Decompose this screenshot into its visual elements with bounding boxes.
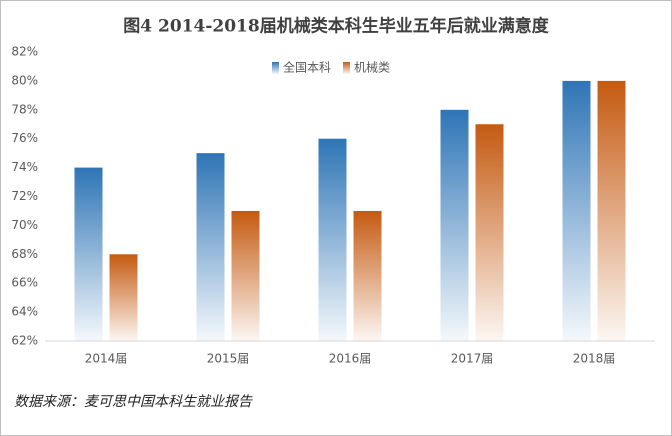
y-tick-label: 78% xyxy=(11,102,38,116)
legend-label: 全国本科 xyxy=(283,60,331,75)
y-tick-label: 72% xyxy=(11,189,38,203)
bar xyxy=(353,210,382,341)
x-tick-label: 2016届 xyxy=(329,352,372,366)
y-tick-label: 80% xyxy=(11,73,38,87)
source-note: 数据来源：麦可思中国本科生就业报告 xyxy=(14,394,253,410)
y-tick-label: 66% xyxy=(11,276,38,290)
y-tick-label: 62% xyxy=(11,334,38,348)
x-tick-label: 2014届 xyxy=(85,352,128,366)
legend-label: 机械类 xyxy=(354,60,390,75)
bar xyxy=(440,109,469,341)
bar xyxy=(562,80,591,342)
y-tick-label: 70% xyxy=(11,218,38,232)
bar xyxy=(74,167,103,341)
x-tick-label: 2015届 xyxy=(207,352,250,366)
bar xyxy=(231,210,260,341)
y-tick-label: 74% xyxy=(11,160,38,174)
bar xyxy=(196,153,225,341)
bar xyxy=(318,138,347,341)
x-tick-label: 2018届 xyxy=(573,352,616,366)
bar xyxy=(475,124,504,341)
bar xyxy=(597,80,626,342)
legend-swatch xyxy=(272,62,279,74)
y-tick-label: 82% xyxy=(11,45,38,59)
bar xyxy=(109,254,138,341)
y-tick-label: 76% xyxy=(11,131,38,145)
legend-swatch xyxy=(343,62,351,74)
y-tick-label: 68% xyxy=(11,247,38,261)
chart-title: 图4 2014-2018届机械类本科生毕业五年后就业满意度 xyxy=(123,16,549,37)
y-tick-label: 64% xyxy=(11,305,38,319)
x-tick-label: 2017届 xyxy=(451,352,494,366)
